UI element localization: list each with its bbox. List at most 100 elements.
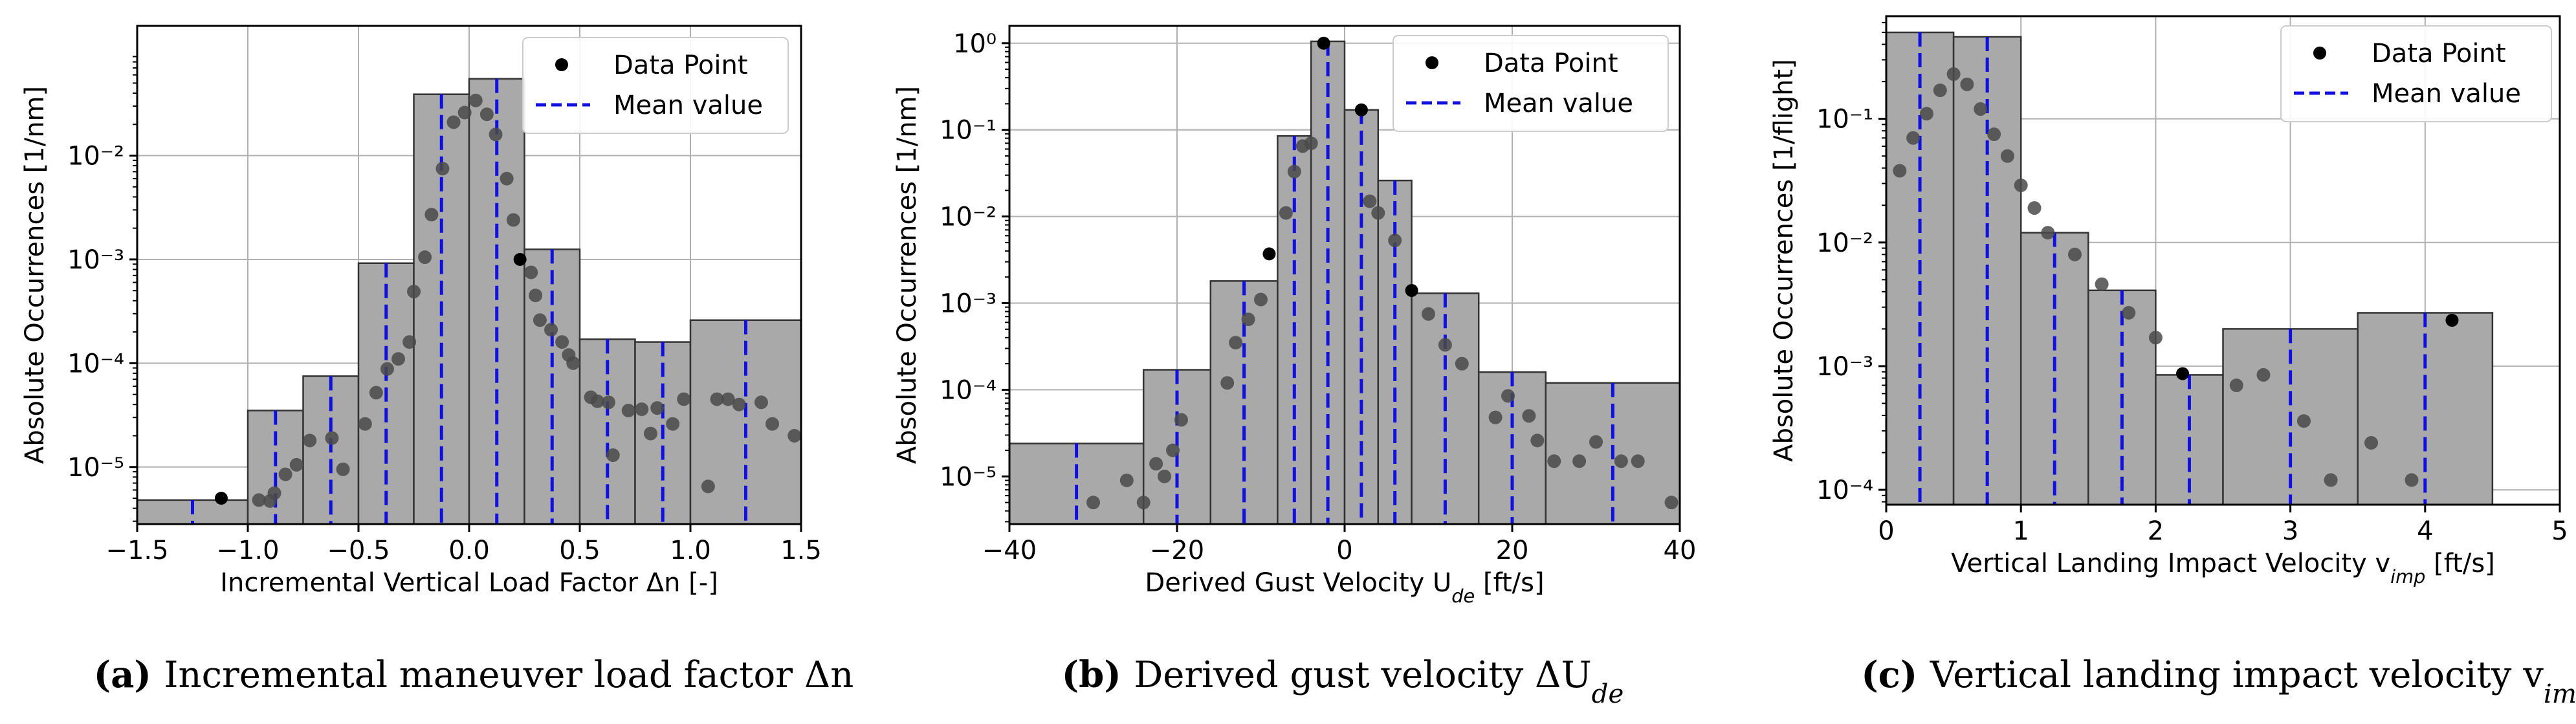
x-tick-label: 1.5 <box>780 536 822 565</box>
x-tick-label: 1 <box>2012 516 2029 546</box>
data-point <box>2000 149 2014 163</box>
data-point <box>710 392 724 406</box>
data-points <box>214 93 802 508</box>
y-tick-label: 10⁻⁴ <box>1816 476 1873 505</box>
data-point <box>252 493 266 507</box>
data-points <box>1893 67 2459 487</box>
data-point <box>666 417 680 431</box>
data-point <box>1946 67 1961 82</box>
data-point <box>1530 433 1545 448</box>
data-point <box>566 356 580 370</box>
data-point <box>1589 435 1603 449</box>
data-point <box>2256 367 2271 382</box>
data-point <box>402 335 417 349</box>
data-point <box>601 395 615 410</box>
data-point <box>2364 435 2379 450</box>
data-point <box>489 127 503 142</box>
data-point <box>765 417 780 431</box>
data-point <box>1229 336 1243 350</box>
data-point <box>2445 313 2459 327</box>
subfigure-caption: (b) Derived gust velocity ΔUde <box>1062 653 1624 709</box>
data-point <box>1086 496 1100 510</box>
data-point <box>2405 473 2419 487</box>
data-point <box>1354 103 1368 116</box>
y-tick-label: 10⁻¹ <box>1816 105 1873 135</box>
data-point <box>529 289 543 303</box>
data-point <box>1919 107 1933 121</box>
data-point <box>2014 178 2028 192</box>
data-point <box>650 401 665 415</box>
data-point <box>524 265 538 280</box>
data-point <box>1906 131 1921 145</box>
data-point <box>635 402 649 417</box>
x-tick-label: −20 <box>1150 536 1204 565</box>
chart-panel-c: 0 1 2 3 4 5 10⁻⁴ 10⁻³ 10⁻² 10⁻¹ Vertical Landing I… <box>1769 15 2576 709</box>
data-point <box>1501 389 1515 403</box>
mean-lines <box>1075 41 1614 524</box>
y-ticks: 10⁻⁵ 10⁻⁴ 10⁻³ 10⁻² 10⁻¹ 10⁰ <box>940 29 1009 523</box>
legend-point-label: Data Point <box>1484 49 1618 78</box>
data-point <box>500 171 514 186</box>
legend-point-label: Data Point <box>613 50 748 80</box>
x-tick-label: 0.0 <box>448 536 490 565</box>
data-point <box>424 208 439 222</box>
x-ticks: −40 −20 0 20 40 <box>982 524 1696 565</box>
y-axis-label: Absolute Occurrences [1/flight] <box>1769 59 1799 462</box>
x-tick-label: 1.0 <box>670 536 711 565</box>
data-point <box>1166 443 1180 457</box>
y-tick-label: 10⁻⁵ <box>940 462 996 492</box>
x-axis-label: Incremental Vertical Load Factor Δn [-] <box>220 568 718 598</box>
x-ticks: 0 1 2 3 4 5 <box>1878 505 2568 546</box>
data-point <box>407 285 421 299</box>
x-tick-label: −1.5 <box>105 536 168 565</box>
data-point <box>1241 313 1255 327</box>
data-point <box>2095 277 2109 291</box>
data-point <box>1158 469 1172 483</box>
data-point <box>1547 454 1561 468</box>
legend-box <box>522 37 789 134</box>
legend-mean-label: Mean value <box>1484 89 1633 118</box>
data-point <box>590 394 604 408</box>
histogram-bars <box>136 78 802 525</box>
legend-point-marker <box>1426 56 1438 69</box>
subfigure-caption: (a) Incremental maneuver load factor Δn <box>94 653 854 696</box>
data-point <box>1371 206 1385 220</box>
y-tick-label: 10⁻⁴ <box>940 375 996 405</box>
data-point <box>289 457 303 472</box>
y-axis-label: Absolute Occurrences [1/nm] <box>20 86 50 464</box>
data-point <box>214 492 228 505</box>
data-point <box>643 426 657 441</box>
data-point <box>1136 496 1150 510</box>
legend-mean-label: Mean value <box>613 91 763 120</box>
caption-tag: (a) <box>94 653 164 696</box>
data-point <box>701 479 715 494</box>
data-point <box>391 352 406 366</box>
plot-frame <box>1885 15 2561 506</box>
data-point <box>544 323 558 337</box>
data-point <box>506 213 520 227</box>
x-tick-label: 0 <box>1336 536 1352 565</box>
caption-tag: (b) <box>1062 653 1134 696</box>
data-point <box>1631 454 1645 468</box>
data-point <box>1405 283 1418 297</box>
data-point <box>1438 338 1452 352</box>
legend-point-label: Data Point <box>2372 39 2506 69</box>
y-ticks: 10⁻⁵ 10⁻⁴ 10⁻³ 10⁻² <box>67 56 137 522</box>
data-point <box>278 467 292 481</box>
data-point <box>1262 247 1276 261</box>
data-point <box>1287 164 1301 179</box>
x-tick-label: 0.5 <box>559 536 600 565</box>
chart-panel-b: −40 −20 0 20 40 10⁻⁵ 10⁻⁴ 10⁻³ 10⁻² 10⁻¹ 10⁰ Derive… <box>892 25 1696 709</box>
data-point <box>2041 226 2055 240</box>
y-tick-label: 10⁻³ <box>67 245 124 275</box>
y-tick-label: 10⁻² <box>67 142 124 171</box>
x-axis-label: Derived Gust Velocity Ude [ft/s] <box>1145 568 1544 607</box>
mean-lines <box>1918 32 2427 505</box>
data-point <box>1974 102 1988 116</box>
data-point <box>468 93 483 107</box>
data-point <box>513 252 527 266</box>
legend-point-marker <box>555 58 568 71</box>
x-tick-label: 0 <box>1878 516 1894 546</box>
y-tick-label: 10⁻³ <box>940 289 996 319</box>
data-point <box>380 362 394 376</box>
